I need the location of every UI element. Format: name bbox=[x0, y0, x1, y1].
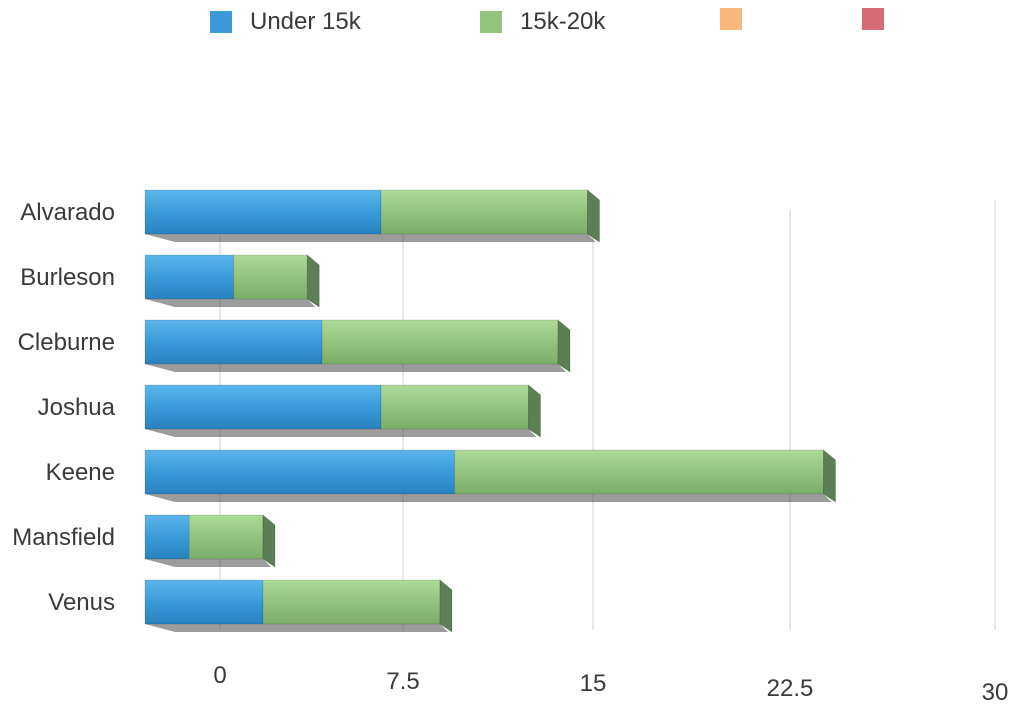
legend-label-under-15k: Under 15k bbox=[250, 8, 361, 35]
bar-shadow bbox=[145, 494, 832, 502]
bar-mansfield-series-1 bbox=[188, 514, 264, 560]
category-label-cleburne: Cleburne bbox=[18, 329, 115, 356]
legend-swatch-series-4 bbox=[862, 8, 884, 30]
legend-swatch-under-15k bbox=[210, 11, 232, 33]
bar-alvarado-series-1 bbox=[380, 189, 588, 235]
bar-end-cap bbox=[557, 319, 571, 373]
legend-swatch-series-3 bbox=[720, 8, 742, 30]
category-label-mansfield: Mansfield bbox=[12, 524, 115, 551]
bar-burleson-series-0 bbox=[144, 254, 234, 300]
bar-keene-series-1 bbox=[454, 449, 824, 495]
bar-group-venus bbox=[144, 579, 453, 633]
legend-label-15k-20k: 15k-20k bbox=[520, 8, 606, 35]
bar-cleburne-series-1 bbox=[321, 319, 559, 365]
bar-shadow bbox=[145, 364, 566, 372]
bar-shadow bbox=[145, 429, 537, 437]
bar-burleson-series-1 bbox=[233, 254, 308, 300]
bar-venus-series-1 bbox=[262, 579, 441, 625]
x-tick-label-1: 7.5 bbox=[386, 668, 419, 695]
bar-shadow bbox=[145, 624, 448, 632]
bar-end-cap bbox=[306, 254, 320, 308]
category-label-venus: Venus bbox=[48, 589, 115, 616]
bar-group-burleson bbox=[144, 254, 320, 308]
bar-group-mansfield bbox=[144, 514, 276, 568]
bar-shadow bbox=[145, 234, 596, 242]
category-label-joshua: Joshua bbox=[38, 394, 116, 421]
bar-group-alvarado bbox=[144, 189, 600, 243]
bar-group-keene bbox=[144, 449, 836, 503]
legend-item-under-15k: Under 15k bbox=[210, 8, 361, 36]
bar-keene-series-0 bbox=[144, 449, 456, 495]
bar-end-cap bbox=[823, 449, 836, 503]
category-label-burleson: Burleson bbox=[20, 264, 115, 291]
bar-end-cap bbox=[439, 579, 453, 633]
x-tick-label-0: 0 bbox=[213, 662, 226, 689]
bar-cleburne-series-0 bbox=[144, 319, 323, 365]
bar-mansfield-series-0 bbox=[144, 514, 190, 560]
bar-alvarado-series-0 bbox=[144, 189, 382, 235]
bar-group-joshua bbox=[144, 384, 541, 438]
legend: Under 15k 15k-20k bbox=[0, 0, 1014, 50]
bar-shadow bbox=[145, 299, 316, 307]
legend-item-series-3 bbox=[720, 8, 760, 30]
bar-group-cleburne bbox=[144, 319, 571, 373]
legend-item-15k-20k: 15k-20k bbox=[480, 8, 605, 36]
bar-joshua-series-1 bbox=[380, 384, 529, 430]
x-tick-label-4: 30 bbox=[982, 679, 1009, 705]
x-tick-label-2: 15 bbox=[580, 670, 607, 697]
bar-joshua-series-0 bbox=[144, 384, 382, 430]
category-label-alvarado: Alvarado bbox=[20, 199, 115, 226]
bar-venus-series-0 bbox=[144, 579, 264, 625]
category-label-keene: Keene bbox=[46, 459, 115, 486]
bar-end-cap bbox=[528, 384, 541, 438]
bar-end-cap bbox=[587, 189, 600, 243]
x-tick-label-3: 22.5 bbox=[767, 675, 814, 702]
bar-end-cap bbox=[262, 514, 276, 568]
legend-swatch-15k-20k bbox=[480, 11, 502, 33]
legend-item-series-4 bbox=[862, 8, 902, 30]
bar-shadow bbox=[145, 559, 271, 567]
